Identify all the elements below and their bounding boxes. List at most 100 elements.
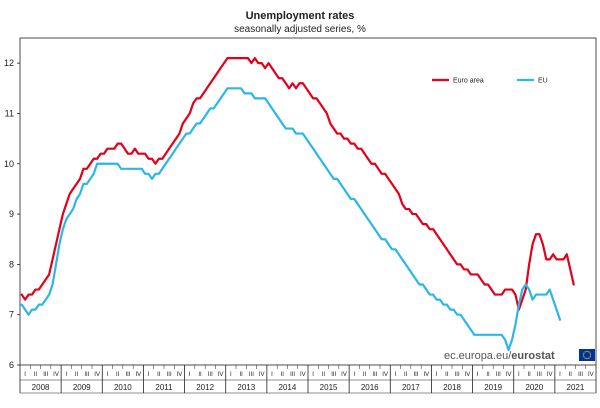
quarter-tick-label: IV <box>465 372 471 378</box>
quarter-tick-label: IV <box>506 372 512 378</box>
quarter-tick-label: I <box>353 372 355 378</box>
y-tick-label: 8 <box>9 259 14 269</box>
chart-subtitle: seasonally adjusted series, % <box>234 24 366 35</box>
eu-flag-star <box>586 350 588 352</box>
eu-flag-star <box>583 352 585 354</box>
quarter-tick-label: II <box>486 372 490 378</box>
eu-flag-star <box>589 352 591 354</box>
source-credit: ec.europa.eu/eurostat <box>444 349 595 362</box>
quarter-tick-label: I <box>230 372 232 378</box>
y-tick-label: 11 <box>5 108 14 118</box>
quarter-tick-label: II <box>445 372 449 378</box>
quarter-tick-label: I <box>24 372 26 378</box>
eu-flag-star <box>588 357 590 359</box>
eu-flag-star <box>586 358 588 360</box>
quarter-tick-label: IV <box>341 372 347 378</box>
quarter-tick-label: III <box>331 372 336 378</box>
quarter-tick-label: II <box>116 372 120 378</box>
source-url: ec.europa.eu/ <box>444 350 512 362</box>
quarter-tick-label: II <box>75 372 79 378</box>
series-line-euro-area <box>20 57 575 311</box>
quarter-tick-label: III <box>290 372 295 378</box>
year-label: 2016 <box>361 383 379 392</box>
year-label: 2010 <box>114 383 132 392</box>
quarter-tick-label: II <box>239 372 243 378</box>
quarter-tick-label: III <box>413 372 418 378</box>
year-label: 2013 <box>237 383 255 392</box>
quarter-tick-label: III <box>43 372 48 378</box>
quarter-tick-label: IV <box>300 372 306 378</box>
year-label: 2017 <box>402 383 420 392</box>
eu-flag-icon <box>579 349 595 361</box>
legend-label: EU <box>538 78 548 85</box>
eu-flag-field <box>579 349 595 361</box>
quarter-tick-label: IV <box>53 372 59 378</box>
quarter-tick-label: I <box>559 372 561 378</box>
quarter-tick-label: IV <box>94 372 100 378</box>
quarter-tick-label: III <box>125 372 130 378</box>
quarter-tick-label: IV <box>547 372 553 378</box>
quarter-tick-label: IV <box>177 372 183 378</box>
year-label: 2020 <box>525 383 543 392</box>
eu-flag-star <box>589 356 591 358</box>
year-label: 2018 <box>443 383 461 392</box>
legend: Euro area EU <box>432 78 548 85</box>
y-tick-label: 12 <box>4 58 14 68</box>
eu-flag-star <box>582 354 585 356</box>
quarter-tick-label: III <box>455 372 460 378</box>
quarter-tick-label: I <box>395 372 397 378</box>
quarter-tick-label: III <box>537 372 542 378</box>
quarter-tick-label: II <box>322 372 326 378</box>
quarter-tick-label: I <box>148 372 150 378</box>
quarter-tick-label: I <box>518 372 520 378</box>
year-label: 2008 <box>32 383 50 392</box>
quarter-tick-label: III <box>249 372 254 378</box>
quarter-tick-label: III <box>372 372 377 378</box>
quarter-tick-label: IV <box>135 372 141 378</box>
quarter-tick-label: I <box>271 372 273 378</box>
eu-flag-star <box>584 351 586 353</box>
series-lines <box>20 57 575 352</box>
quarter-tick-label: I <box>189 372 191 378</box>
plot-frame <box>19 37 597 366</box>
quarter-tick-label: III <box>208 372 213 378</box>
quarter-tick-label: IV <box>218 372 224 378</box>
eu-flag-star <box>588 351 590 353</box>
y-tick-label: 10 <box>4 159 14 169</box>
eu-flag-star <box>584 357 586 359</box>
eu-flag-star <box>583 356 585 358</box>
quarter-tick-label: II <box>198 372 202 378</box>
year-label: 2012 <box>196 383 214 392</box>
quarter-tick-label: III <box>84 372 89 378</box>
series-line-eu <box>20 87 562 352</box>
year-label: 2015 <box>320 383 338 392</box>
quarter-tick-label: II <box>363 372 367 378</box>
y-tick-label: 6 <box>9 360 14 370</box>
y-tick-label: 7 <box>9 310 14 320</box>
quarter-tick-label: I <box>312 372 314 378</box>
quarter-tick-label: I <box>65 372 67 378</box>
quarter-tick-label: IV <box>423 372 429 378</box>
quarter-tick-label: IV <box>382 372 388 378</box>
quarter-tick-label: II <box>157 372 161 378</box>
quarter-tick-label: III <box>578 372 583 378</box>
year-label: 2021 <box>567 383 585 392</box>
quarter-tick-label: I <box>436 372 438 378</box>
y-tick-label: 9 <box>9 209 14 219</box>
quarter-tick-label: II <box>281 372 285 378</box>
year-label: 2011 <box>155 383 173 392</box>
quarter-tick-label: IV <box>259 372 265 378</box>
quarter-tick-label: IV <box>588 372 594 378</box>
quarter-tick-label: II <box>34 372 38 378</box>
chart-title: Unemployment rates <box>246 10 355 22</box>
legend-label: Euro area <box>453 78 484 85</box>
year-label: 2019 <box>484 383 502 392</box>
quarter-tick-label: III <box>167 372 172 378</box>
source-prefix: ec.europa.eu/eurostat <box>444 350 555 362</box>
quarter-tick-label: III <box>496 372 501 378</box>
year-label: 2009 <box>73 383 91 392</box>
quarter-tick-label: I <box>477 372 479 378</box>
eurostat-logo-text: eurostat <box>511 350 555 362</box>
